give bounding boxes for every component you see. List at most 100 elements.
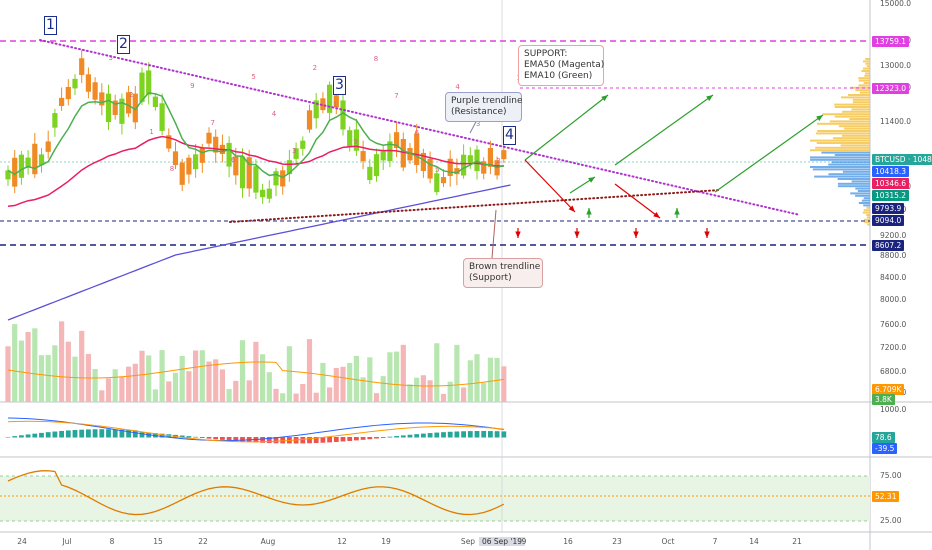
brown-annotation-pointer <box>491 209 497 259</box>
volume-bar <box>253 341 259 402</box>
volume-profile-bar <box>829 120 870 123</box>
volume-bar <box>112 369 118 402</box>
candle-body <box>347 130 353 147</box>
red-down-arrow-head <box>515 231 521 238</box>
volume-profile-bar <box>834 106 870 108</box>
volume-profile-bar <box>840 144 870 147</box>
macd-hist <box>333 437 339 442</box>
macd-hist <box>300 437 306 444</box>
volume-bar <box>72 356 78 402</box>
volume-bar <box>387 352 393 402</box>
volume-profile-bar <box>844 127 870 130</box>
candle-body <box>226 142 232 167</box>
candle-body <box>152 96 158 107</box>
volume-bar <box>447 381 453 402</box>
brown-support-trendline <box>229 189 721 223</box>
macd-hist <box>92 429 98 438</box>
volume-profile-bar <box>834 154 870 156</box>
macd-hist <box>99 429 105 438</box>
volume-profile-bar <box>857 190 870 192</box>
volume-profile-bar <box>837 178 870 180</box>
candle-body <box>481 161 487 174</box>
candle-body <box>400 139 406 168</box>
volume-bar <box>239 340 246 402</box>
macd-hist <box>5 437 11 438</box>
red-down-arrow-head <box>704 231 710 238</box>
macd-hist <box>441 432 446 438</box>
price-tag: 12323.0 <box>872 82 910 94</box>
volume-bar <box>414 377 420 402</box>
candle-body <box>280 170 286 187</box>
macd-hist <box>52 431 58 438</box>
macd-hist <box>474 431 480 438</box>
volume-profile-bar <box>832 137 870 140</box>
macd-hist <box>112 429 118 438</box>
price-tag: 78.6 <box>872 431 895 443</box>
volume-bar <box>193 350 199 402</box>
macd-hist <box>387 436 393 438</box>
volume-profile-bar <box>821 151 870 154</box>
candle-body <box>293 148 299 159</box>
volume-profile-bar <box>867 223 870 226</box>
candle-body <box>313 100 319 119</box>
volume-bar <box>481 382 487 402</box>
candle-count-number: 7 <box>394 92 398 100</box>
candle-body <box>367 166 373 181</box>
support-annotation[interactable]: SUPPORT: EMA50 (Magenta) EMA10 (Green) <box>518 45 604 86</box>
resistance-annotation[interactable]: Purple trendline (Resistance) <box>445 92 523 122</box>
macd-hist <box>72 430 78 438</box>
volume-bar <box>5 346 11 402</box>
macd-hist <box>19 435 24 438</box>
volume-bar <box>226 389 232 402</box>
candle-body <box>5 170 11 180</box>
macd-hist <box>414 434 420 438</box>
volume-bar <box>119 376 125 402</box>
red-arrow-head <box>568 205 575 212</box>
macd-hist <box>421 433 426 438</box>
green-up-arrow-head <box>586 208 592 215</box>
ema50-line <box>7 135 504 207</box>
volume-profile-bar <box>810 158 870 161</box>
macd-hist <box>220 437 225 440</box>
volume-profile-bar <box>858 202 870 204</box>
volume-bar <box>327 387 333 402</box>
volume-profile-bar <box>859 91 870 94</box>
time-axis-label: 15 <box>153 537 163 546</box>
volume-bar <box>353 355 359 402</box>
brown-support-annotation[interactable]: Brown trendline (Support) <box>463 258 543 288</box>
volume-profile-bar <box>815 146 870 149</box>
volume-profile-bar <box>851 180 870 183</box>
macd-hist <box>374 437 379 439</box>
volume-bar <box>59 321 65 402</box>
volume-profile-bar <box>834 115 870 118</box>
price-axis-label: 7600.0 <box>880 320 907 329</box>
candle-body <box>59 97 65 106</box>
volume-profile-bar <box>849 118 870 120</box>
volume-bar <box>461 387 467 402</box>
candle-body <box>132 93 138 123</box>
volume-bar <box>25 332 31 402</box>
macd-hist <box>193 436 198 438</box>
macd-signal-line <box>7 420 504 443</box>
candle-body <box>420 152 426 171</box>
candle-count-number: 3 <box>109 54 113 62</box>
candle-body <box>45 141 51 152</box>
volume-bar <box>373 393 380 402</box>
volume-profile-bar <box>855 89 870 92</box>
green-arrow-head <box>601 95 608 102</box>
volume-bar <box>340 366 346 402</box>
macd-hist <box>59 430 64 438</box>
macd-hist <box>186 436 192 438</box>
time-axis-label: 23 <box>612 537 622 546</box>
candle-body <box>72 78 78 89</box>
price-tag: 13759.1 <box>872 35 910 47</box>
price-tag: 10418.3 <box>872 165 910 177</box>
green-arrow <box>614 94 714 166</box>
volume-bar <box>146 355 152 402</box>
price-tag: 9793.9 <box>872 202 905 214</box>
volume-profile-bar <box>855 187 870 190</box>
candle-body <box>186 157 192 175</box>
volume-profile-bar <box>831 161 870 164</box>
time-axis-label: 8 <box>109 537 115 546</box>
